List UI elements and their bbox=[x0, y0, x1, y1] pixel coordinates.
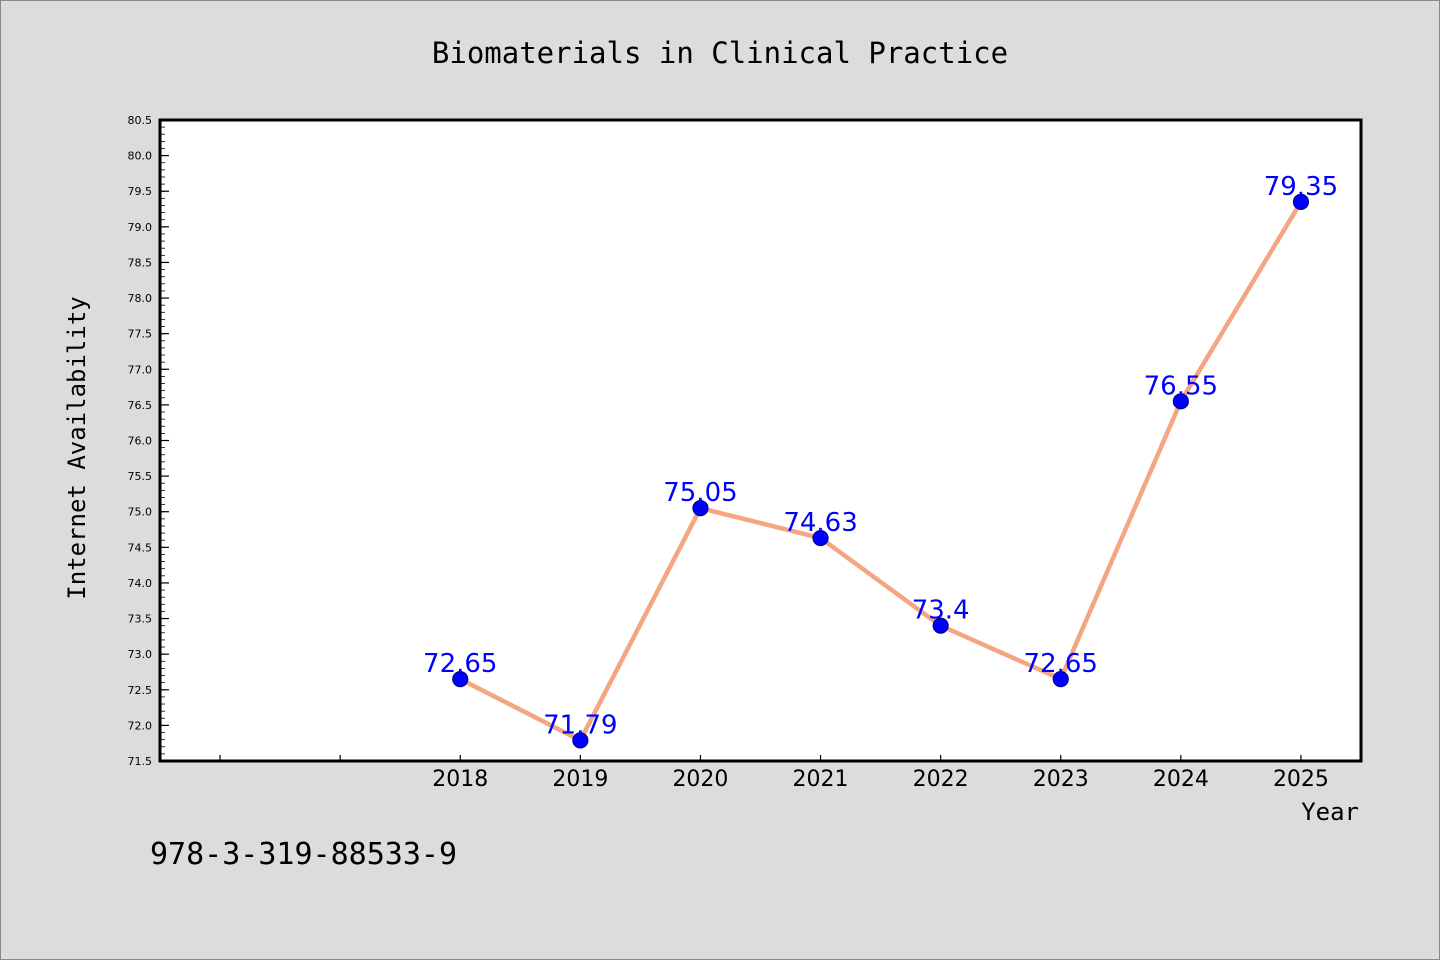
data-label: 71.79 bbox=[543, 710, 617, 740]
y-tick-label: 80.5 bbox=[128, 114, 153, 127]
data-label: 72.65 bbox=[1024, 649, 1098, 679]
data-point bbox=[692, 500, 709, 517]
y-tick-label: 74.0 bbox=[128, 577, 153, 590]
x-tick-label: 2024 bbox=[1153, 767, 1209, 792]
y-tick-label: 79.5 bbox=[128, 185, 153, 198]
data-label: 72.65 bbox=[423, 649, 497, 679]
data-point bbox=[452, 670, 469, 688]
x-tick-label: 2021 bbox=[793, 767, 849, 792]
series-markers bbox=[452, 193, 1310, 749]
data-point bbox=[1292, 193, 1310, 211]
y-tick-label: 73.5 bbox=[128, 613, 153, 626]
identifier-text: 978-3-319-88533-9 bbox=[150, 837, 457, 872]
data-point bbox=[1172, 393, 1189, 410]
y-tick-label: 71.5 bbox=[128, 755, 153, 768]
y-tick-label: 78.0 bbox=[128, 292, 153, 305]
y-axis-label: Internet Availability bbox=[63, 296, 91, 599]
data-label: 74.63 bbox=[783, 508, 857, 538]
y-tick-label: 72.5 bbox=[128, 684, 153, 697]
data-labels: 72.65 71.79 75.05 74.63 73.4 72.65 76.55 79.35 bbox=[423, 172, 1338, 740]
data-point bbox=[1052, 670, 1069, 688]
x-tick-label: 2020 bbox=[672, 767, 728, 792]
series-line bbox=[459, 200, 1303, 743]
y-tick-label: 74.5 bbox=[128, 541, 153, 554]
x-tick-label: 2023 bbox=[1033, 767, 1089, 792]
y-tick-label: 75.5 bbox=[128, 470, 153, 483]
y-tick-label: 76.5 bbox=[128, 399, 153, 412]
data-label: 75.05 bbox=[663, 478, 737, 508]
y-tick-label: 78.5 bbox=[128, 256, 153, 269]
x-tick-label: 2025 bbox=[1273, 767, 1329, 792]
x-tick-label: 2018 bbox=[432, 767, 488, 792]
data-point bbox=[932, 617, 949, 634]
y-tick-label: 76.0 bbox=[128, 435, 153, 448]
x-axis: 2018 2019 2020 2021 2022 2023 2024 2025 bbox=[219, 755, 1329, 792]
x-tick-label: 2022 bbox=[913, 767, 969, 792]
data-point bbox=[812, 529, 829, 547]
data-label: 79.35 bbox=[1264, 172, 1338, 202]
y-tick-label: 79.0 bbox=[128, 221, 153, 234]
y-tick-label: 75.0 bbox=[128, 506, 153, 519]
x-tick-label: 2019 bbox=[552, 767, 608, 792]
y-tick-label: 73.0 bbox=[128, 648, 153, 661]
y-tick-label: 77.0 bbox=[128, 363, 153, 376]
plot-area bbox=[160, 120, 1361, 761]
chart-title: Biomaterials in Clinical Practice bbox=[432, 36, 1008, 70]
data-point bbox=[572, 732, 589, 749]
data-label: 76.55 bbox=[1144, 371, 1218, 401]
y-tick-label: 72.0 bbox=[128, 719, 153, 732]
data-label: 73.4 bbox=[912, 596, 970, 626]
y-tick-label: 77.5 bbox=[128, 328, 153, 341]
x-axis-label: Year bbox=[1301, 798, 1359, 826]
plot-frame bbox=[158, 118, 1363, 763]
y-tick-label: 80.0 bbox=[128, 150, 153, 163]
